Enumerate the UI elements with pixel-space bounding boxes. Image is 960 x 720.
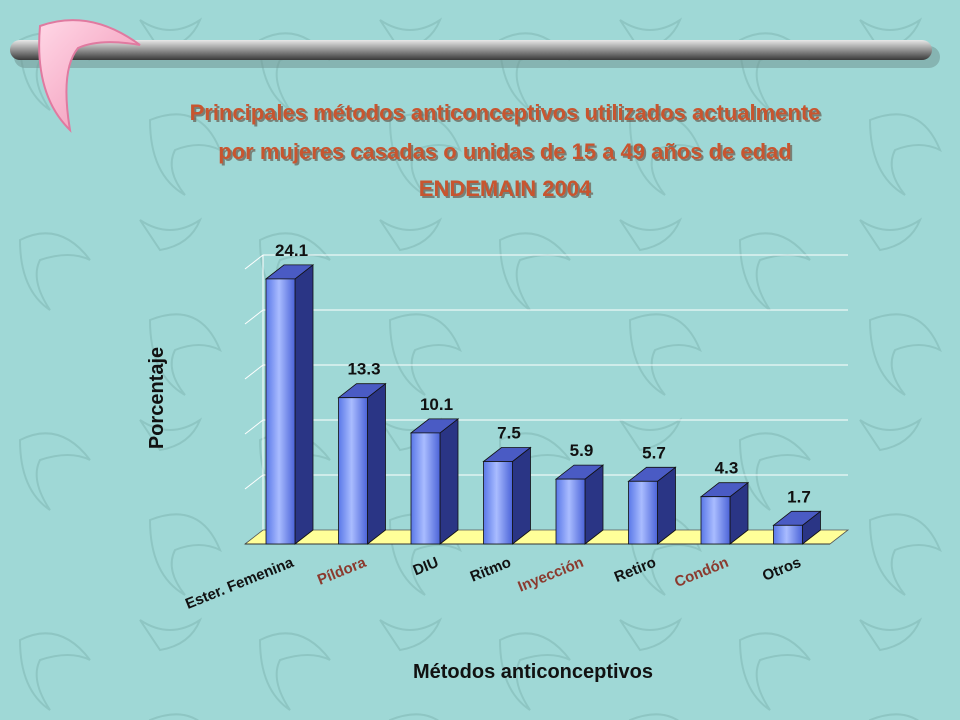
bar-8 — [772, 510, 822, 545]
value-label: 24.1 — [275, 241, 308, 260]
bar-7 — [699, 481, 750, 545]
title-line-1: Principales métodos anticonceptivos util… — [190, 100, 821, 125]
bar-side — [367, 382, 386, 545]
bar-2 — [337, 382, 387, 545]
x-axis-title: Métodos anticonceptivos — [413, 661, 653, 683]
value-labels: 24.1 13.3 10.1 7.5 5.9 5.7 4.3 1.7 — [275, 241, 811, 506]
value-label: 1.7 — [787, 487, 811, 506]
top-rod-decoration — [10, 40, 940, 68]
gridline-depth — [244, 419, 264, 435]
bar-front — [265, 278, 296, 545]
bar-front — [338, 397, 368, 545]
bar-front — [773, 524, 803, 545]
bar-3 — [409, 418, 460, 545]
floor-plane — [243, 529, 850, 545]
gridline-depth — [244, 254, 264, 270]
value-label: 4.3 — [715, 459, 739, 478]
boomerang-logo-icon — [38, 19, 141, 133]
value-label: 5.9 — [570, 441, 594, 460]
bar-1 — [264, 264, 315, 545]
value-label: 7.5 — [497, 424, 521, 443]
bar-front — [410, 432, 441, 545]
bars — [264, 264, 822, 545]
bar-side — [294, 264, 314, 545]
title-line-3: ENDEMAIN 2004 — [419, 176, 592, 201]
title-line-2: por mujeres casadas o unidas de 15 a 49 … — [218, 139, 791, 164]
y-axis-title: Porcentaje — [146, 347, 168, 449]
bar-front — [555, 478, 586, 545]
title-line-1-shadow: Principales métodos anticonceptivos util… — [192, 102, 823, 127]
bar-5 — [554, 464, 605, 545]
gridline-depth — [244, 364, 264, 380]
chart-floor — [243, 529, 850, 545]
value-label: 5.7 — [642, 443, 666, 462]
bar-4 — [482, 446, 532, 545]
bar-side — [512, 446, 531, 545]
title-line-2-shadow: por mujeres casadas o unidas de 15 a 49 … — [220, 141, 793, 166]
value-label: 13.3 — [347, 360, 380, 379]
bar-side — [439, 418, 459, 545]
slide-title: Principales métodos anticonceptivos util… — [190, 100, 823, 203]
value-label: 10.1 — [420, 395, 453, 414]
bar-front — [483, 461, 513, 545]
gridline-depth — [244, 309, 264, 325]
title-line-3-shadow: ENDEMAIN 2004 — [421, 178, 594, 203]
bar-front — [700, 496, 731, 545]
gridline-depth — [244, 474, 264, 490]
bar-front — [628, 480, 658, 545]
bar-6 — [627, 466, 677, 545]
